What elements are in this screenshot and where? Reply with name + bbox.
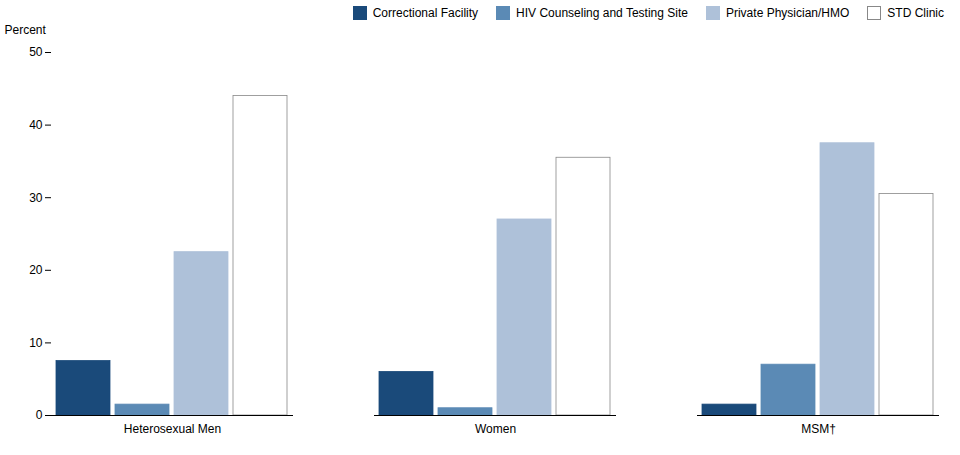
svg-text:30: 30 [29,191,43,205]
html-text:Private Physician/HMO: Private Physician/HMO [726,6,850,20]
html-text:Correctional Facility: Correctional Facility [372,6,479,20]
svg-text:40: 40 [29,118,43,132]
svg-text:0: 0 [36,408,43,422]
svg-text:Heterosexual Men: Heterosexual Men [124,422,221,436]
svg-text:MSM†: MSM† [801,422,836,436]
svg-text:Women: Women [475,422,516,436]
svg-text:50: 50 [29,45,43,59]
html-text:HIV Counseling and Testing Sit: HIV Counseling and Testing Site [516,6,688,20]
svg-text:20: 20 [29,263,43,277]
svg-text:10: 10 [29,336,43,350]
svg-text:Percent: Percent [5,23,47,37]
html-text:STD Clinic: STD Clinic [887,6,944,20]
